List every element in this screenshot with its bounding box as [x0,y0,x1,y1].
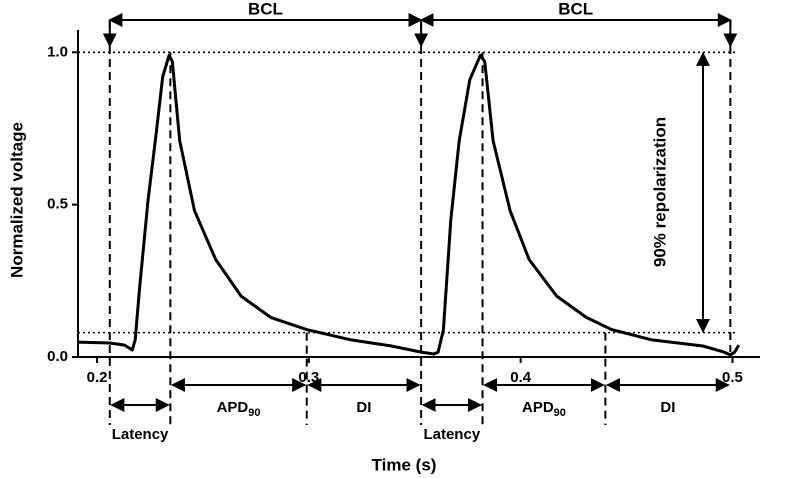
bcl-label: BCL [248,0,283,18]
latency-label: Latency [423,426,480,443]
bcl-label: BCL [558,0,593,18]
di-label: DI [356,399,371,416]
apd-text: APD [522,399,554,416]
y-tick-label: 0.5 [47,196,68,213]
x-axis-label: Time (s) [372,455,437,474]
latency-label: Latency [112,426,169,443]
x-tick-label: 0.5 [722,369,743,386]
di-label: DI [660,399,675,416]
y-tick-label: 1.0 [47,43,68,60]
apd-text: APD [217,399,249,416]
x-tick-label: 0.2 [87,369,108,386]
apd-subscript: 90 [554,407,566,419]
y-tick-label: 0.0 [47,348,68,365]
apd-label: APD90 [217,399,261,419]
x-tick-label: 0.3 [298,369,319,386]
apd-label: APD90 [522,399,566,419]
repolarization-label: 90% repolarization [650,117,669,267]
apd-subscript: 90 [248,407,260,419]
x-tick-label: 0.4 [510,369,532,386]
y-axis-label: Normalized voltage [7,122,26,278]
voltage-line [77,53,741,357]
